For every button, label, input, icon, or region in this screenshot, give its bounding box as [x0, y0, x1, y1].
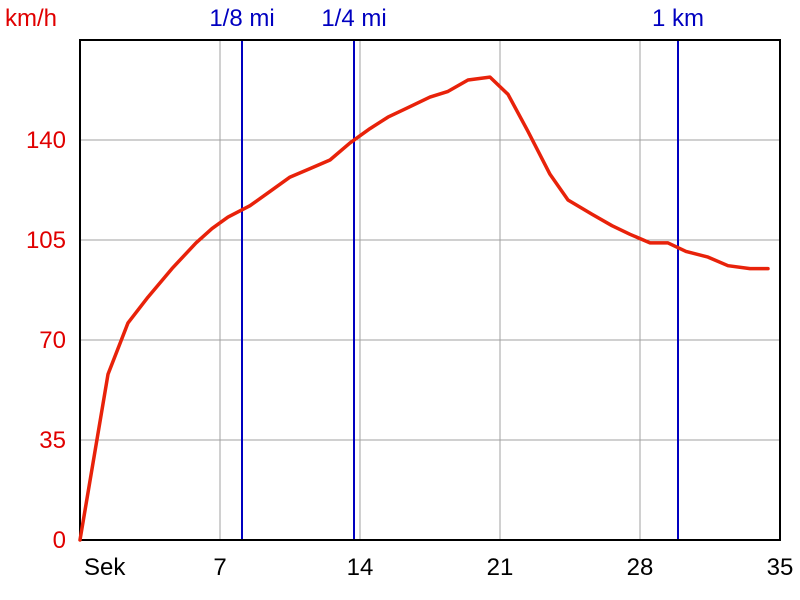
series-group [78, 75, 770, 542]
marker-label: 1 km [652, 5, 704, 32]
y-tick-labels: 0 35 70 105 140 [26, 127, 66, 554]
x-tick-label: Sek [84, 554, 126, 581]
y-axis-label: km/h [5, 5, 57, 32]
y-tick-label: 35 [39, 427, 66, 454]
speed-series-line [78, 75, 770, 542]
plot-frame [79, 39, 781, 541]
y-tick-label: 140 [26, 127, 66, 154]
y-tick-label: 105 [26, 227, 66, 254]
x-tick-labels: Sek 7 14 21 28 35 [84, 554, 793, 581]
x-tick-label: 28 [627, 554, 654, 581]
distance-markers: 1/8 mi 1/4 mi 1 km [209, 5, 704, 540]
x-tick-label: 7 [213, 554, 226, 581]
x-tick-label: 14 [347, 554, 374, 581]
x-tick-label: 35 [767, 554, 794, 581]
y-tick-label: 70 [39, 327, 66, 354]
x-tick-label: 21 [487, 554, 514, 581]
marker-label: 1/8 mi [209, 5, 274, 32]
marker-label: 1/4 mi [321, 5, 386, 32]
y-tick-label: 0 [53, 527, 66, 554]
grid [80, 40, 780, 540]
